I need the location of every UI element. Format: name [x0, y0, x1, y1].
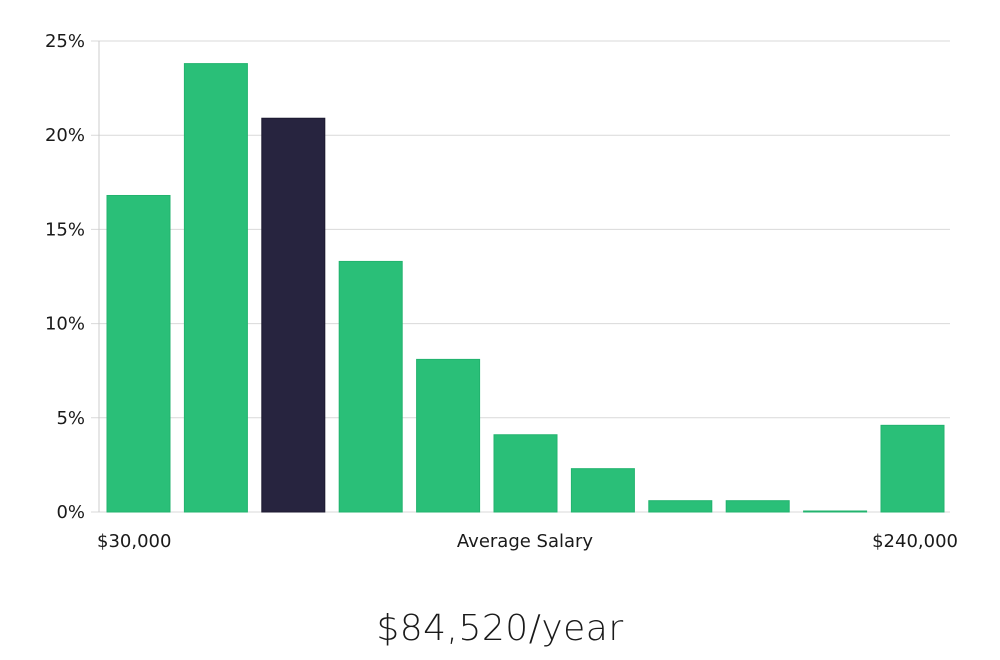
y-tick-label: 15%: [45, 219, 85, 240]
bar: [725, 500, 790, 513]
y-tick-label: 5%: [56, 408, 85, 429]
y-tick-label: 20%: [45, 125, 85, 146]
bar: [570, 468, 635, 513]
bar: [416, 358, 481, 513]
y-tick-label: 0%: [56, 502, 85, 523]
x-end-label: $240,000: [872, 531, 958, 552]
bar: [880, 424, 945, 513]
bar: [338, 260, 403, 513]
bar: [493, 434, 558, 513]
bars: [106, 63, 945, 513]
salary-histogram: 0%5%10%15%20%25% $30,000 Average Salary …: [45, 31, 958, 552]
y-tick-label: 25%: [45, 31, 85, 52]
y-tick-label: 10%: [45, 314, 85, 335]
bar: [106, 194, 171, 513]
average-salary-value: $84,520/year: [376, 608, 624, 649]
bar: [803, 510, 868, 513]
bar: [183, 63, 248, 513]
x-axis-title: Average Salary: [457, 531, 594, 552]
bar: [648, 500, 713, 513]
x-start-label: $30,000: [97, 531, 171, 552]
bar-highlighted: [261, 117, 326, 513]
y-axis: 0% 5% 10% 15% 20% 25%: [45, 31, 85, 523]
